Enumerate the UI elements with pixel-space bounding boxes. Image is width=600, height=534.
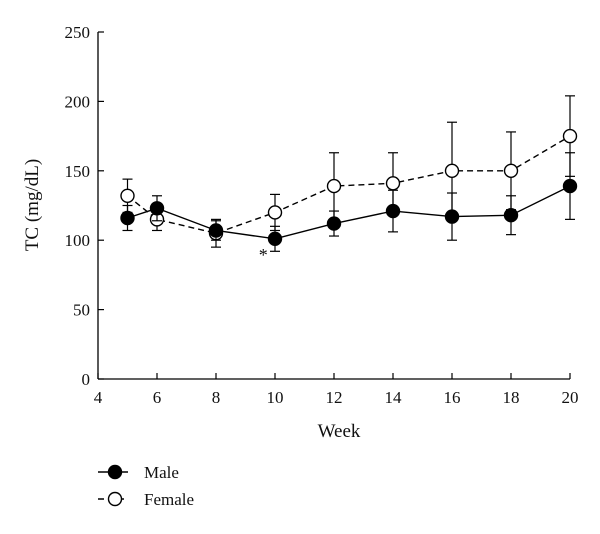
legend-item-male: Male: [98, 463, 179, 482]
data-point-female: [385, 176, 401, 191]
y-tick-label: 0: [82, 370, 91, 389]
legend: Male Female: [98, 463, 194, 509]
x-tick-label: 10: [267, 388, 284, 407]
series-line-female: [127, 135, 571, 234]
x-tick-label: 16: [444, 388, 461, 407]
legend-marker-male: [107, 464, 123, 480]
data-point-female: [120, 188, 135, 203]
x-tick-label: 12: [326, 388, 343, 407]
data-point-female: [326, 178, 342, 194]
x-tick-label: 20: [562, 388, 579, 407]
legend-item-female: Female: [98, 490, 194, 509]
y-axis-label: TC (mg/dL): [22, 159, 43, 251]
legend-marker-female: [107, 491, 123, 507]
data-point-female: [267, 205, 283, 220]
data-point-female: [562, 128, 578, 144]
legend-label-female: Female: [144, 490, 194, 509]
x-tick-label: 8: [212, 388, 221, 407]
annotation-layer: *: [259, 245, 268, 265]
data-point-male: [208, 223, 224, 238]
significance-asterisk: *: [259, 245, 268, 265]
y-tick-label: 250: [65, 23, 91, 42]
data-point-male: [444, 209, 460, 224]
series-line-male: [127, 185, 571, 240]
y-tick-label: 50: [73, 301, 90, 320]
x-axis-label: Week: [318, 421, 361, 442]
data-point-male: [120, 210, 135, 226]
series-male: [120, 152, 578, 252]
data-point-male: [149, 201, 165, 216]
legend-label-male: Male: [144, 463, 179, 482]
x-tick-label: 6: [153, 388, 162, 407]
data-point-male: [326, 216, 342, 231]
y-tick-label: 100: [65, 231, 91, 250]
data-point-male: [562, 178, 578, 194]
data-point-male: [267, 231, 283, 247]
x-tick-label: 18: [503, 388, 520, 407]
x-tick-label: 14: [385, 388, 403, 407]
data-point-female: [444, 163, 460, 179]
data-point-male: [385, 203, 401, 219]
series-layer: [120, 95, 578, 252]
data-point-male: [503, 208, 519, 223]
y-tick-label: 150: [65, 162, 91, 181]
data-point-female: [503, 163, 519, 179]
series-female: [120, 95, 578, 248]
y-tick-label: 200: [65, 92, 91, 111]
x-tick-label: 4: [94, 388, 103, 407]
